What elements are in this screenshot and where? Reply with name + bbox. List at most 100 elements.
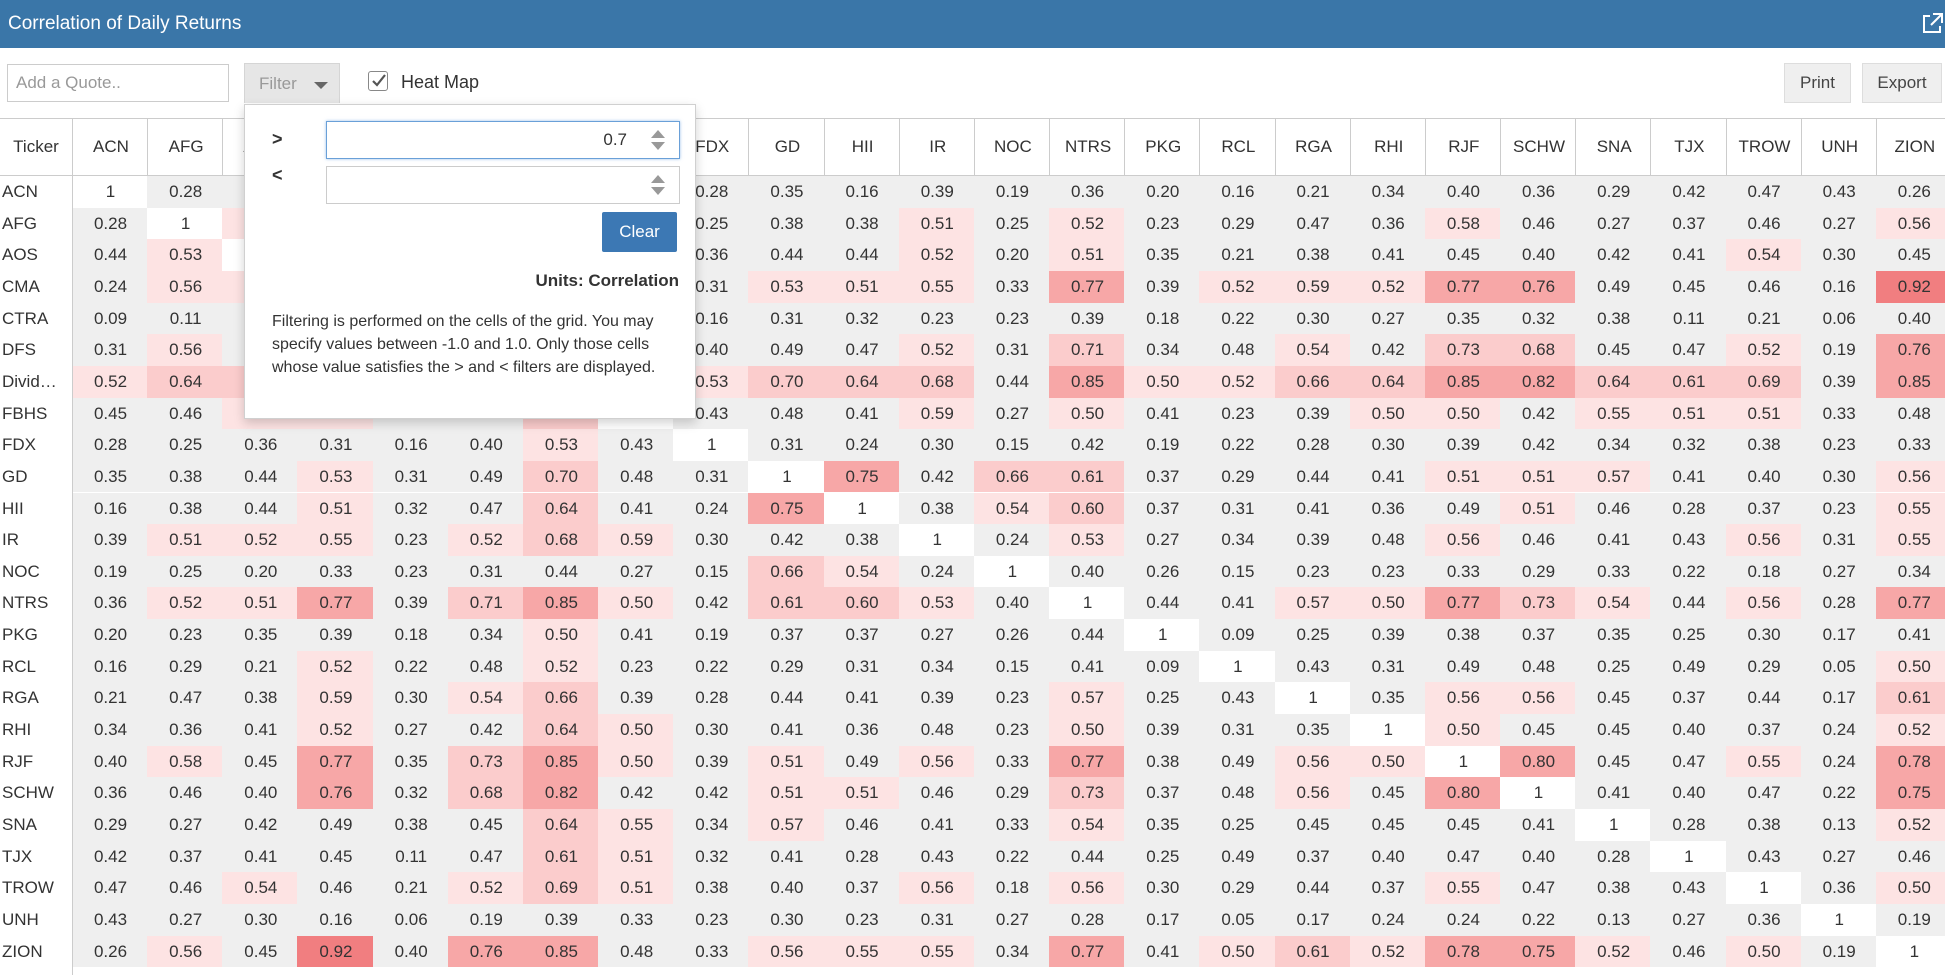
table-cell[interactable]: 0.57	[748, 809, 826, 841]
table-cell[interactable]: 0.56	[1875, 207, 1945, 240]
table-cell[interactable]: 0.24	[1424, 903, 1502, 936]
table-cell[interactable]: 0.47	[1424, 840, 1502, 873]
table-cell[interactable]: 0.39	[1349, 619, 1427, 651]
table-cell[interactable]: 0.24	[1800, 745, 1878, 778]
table-cell[interactable]: 0.44	[1274, 872, 1352, 904]
table-cell[interactable]: 0.25	[1274, 619, 1352, 651]
table-cell[interactable]: 0.40	[1049, 555, 1127, 588]
table-cell[interactable]: 0.09	[1199, 619, 1277, 651]
table-cell[interactable]: 0.34	[447, 619, 525, 651]
table-cell[interactable]: 0.50	[598, 714, 676, 746]
table-cell[interactable]: 0.56	[1725, 587, 1803, 620]
table-cell[interactable]: 0.77	[1049, 935, 1127, 968]
table-cell[interactable]: 0.35	[1349, 682, 1427, 715]
table-cell[interactable]: 0.47	[1500, 872, 1578, 904]
table-cell[interactable]: 0.40	[372, 935, 450, 968]
table-cell[interactable]: 0.40	[1725, 460, 1803, 493]
table-cell[interactable]: 0.29	[1575, 176, 1653, 208]
table-cell[interactable]: 0.09	[1124, 650, 1202, 683]
table-cell[interactable]: 0.66	[1274, 365, 1352, 398]
table-cell[interactable]: 0.28	[1650, 809, 1728, 841]
table-cell[interactable]: 0.20	[973, 239, 1051, 271]
table-cell[interactable]: 0.40	[72, 745, 149, 778]
table-cell[interactable]: 0.52	[447, 872, 525, 904]
table-cell[interactable]: 0.32	[1650, 429, 1728, 461]
table-cell[interactable]: 0.50	[1349, 745, 1427, 778]
table-cell[interactable]: 0.21	[1199, 239, 1277, 271]
table-cell[interactable]: 0.66	[522, 682, 600, 715]
table-cell[interactable]: 0.41	[748, 840, 826, 873]
table-cell[interactable]: 0.68	[1500, 334, 1578, 366]
table-cell[interactable]: 0.39	[297, 619, 375, 651]
table-cell[interactable]: 0.50	[1875, 872, 1945, 904]
table-cell[interactable]: 0.76	[1875, 334, 1945, 366]
table-cell[interactable]: 0.23	[1274, 555, 1352, 588]
table-cell[interactable]: 0.51	[748, 777, 826, 809]
table-cell[interactable]: 0.39	[1274, 397, 1352, 430]
table-cell[interactable]: 0.61	[1650, 365, 1728, 398]
table-cell[interactable]: 0.11	[372, 840, 450, 873]
table-cell[interactable]: 0.58	[1424, 207, 1502, 240]
table-cell[interactable]: 0.59	[898, 397, 976, 430]
table-cell[interactable]: 0.77	[1424, 270, 1502, 303]
table-cell[interactable]: 0.29	[748, 650, 826, 683]
table-cell[interactable]: 0.20	[1124, 176, 1202, 208]
table-cell[interactable]: 0.16	[1800, 270, 1878, 303]
table-cell[interactable]: 0.57	[1575, 460, 1653, 493]
add-quote-input[interactable]	[7, 64, 229, 102]
table-cell[interactable]: 0.55	[1875, 524, 1945, 556]
table-cell[interactable]: 0.69	[1725, 365, 1803, 398]
table-cell[interactable]: 0.40	[1349, 840, 1427, 873]
filter-button[interactable]: Filter	[244, 63, 340, 103]
print-button[interactable]: Print	[1784, 63, 1851, 103]
table-cell[interactable]: 0.28	[673, 682, 751, 715]
table-cell[interactable]: 0.19	[1800, 935, 1878, 968]
table-cell[interactable]: 0.38	[673, 872, 751, 904]
table-cell[interactable]: 0.49	[1424, 492, 1502, 525]
table-cell[interactable]: 0.44	[72, 239, 149, 271]
table-cell[interactable]: 0.31	[748, 302, 826, 335]
row-header[interactable]: RJF	[0, 745, 72, 778]
table-cell[interactable]: 0.28	[72, 429, 149, 461]
table-cell[interactable]: 0.92	[297, 935, 375, 968]
table-cell[interactable]: 0.78	[1875, 745, 1945, 778]
table-cell[interactable]: 0.34	[1124, 334, 1202, 366]
table-cell[interactable]: 0.25	[1124, 682, 1202, 715]
table-cell[interactable]: 0.36	[222, 429, 300, 461]
table-cell[interactable]: 1	[973, 555, 1051, 588]
table-cell[interactable]: 0.43	[1800, 176, 1878, 208]
spin-up-icon[interactable]	[651, 175, 665, 183]
table-cell[interactable]: 0.22	[372, 650, 450, 683]
table-cell[interactable]: 0.52	[1725, 334, 1803, 366]
table-cell[interactable]: 0.37	[147, 840, 225, 873]
export-button[interactable]: Export	[1862, 63, 1942, 103]
table-cell[interactable]: 0.17	[1124, 903, 1202, 936]
table-cell[interactable]: 0.47	[447, 840, 525, 873]
table-cell[interactable]: 0.52	[1349, 270, 1427, 303]
table-cell[interactable]: 0.44	[522, 555, 600, 588]
table-cell[interactable]: 1	[1049, 587, 1127, 620]
table-cell[interactable]: 0.59	[297, 682, 375, 715]
table-cell[interactable]: 0.54	[1049, 809, 1127, 841]
table-cell[interactable]: 0.22	[1650, 555, 1728, 588]
table-cell[interactable]: 0.51	[1725, 397, 1803, 430]
row-header[interactable]: SCHW	[0, 777, 72, 809]
table-cell[interactable]: 0.44	[1049, 840, 1127, 873]
table-cell[interactable]: 0.51	[823, 270, 901, 303]
column-header[interactable]: TROW	[1725, 118, 1803, 176]
table-cell[interactable]: 0.22	[1199, 429, 1277, 461]
table-cell[interactable]: 0.24	[898, 555, 976, 588]
table-cell[interactable]: 0.48	[447, 650, 525, 683]
table-cell[interactable]: 0.40	[1650, 714, 1728, 746]
table-cell[interactable]: 0.31	[673, 460, 751, 493]
table-cell[interactable]: 0.51	[598, 872, 676, 904]
table-cell[interactable]: 0.61	[1274, 935, 1352, 968]
table-cell[interactable]: 0.56	[748, 935, 826, 968]
table-cell[interactable]: 0.77	[297, 745, 375, 778]
table-cell[interactable]: 0.73	[1500, 587, 1578, 620]
table-cell[interactable]: 0.29	[1725, 650, 1803, 683]
table-cell[interactable]: 0.27	[898, 619, 976, 651]
table-cell[interactable]: 1	[147, 207, 225, 240]
table-cell[interactable]: 0.47	[1725, 777, 1803, 809]
table-cell[interactable]: 0.16	[72, 650, 149, 683]
